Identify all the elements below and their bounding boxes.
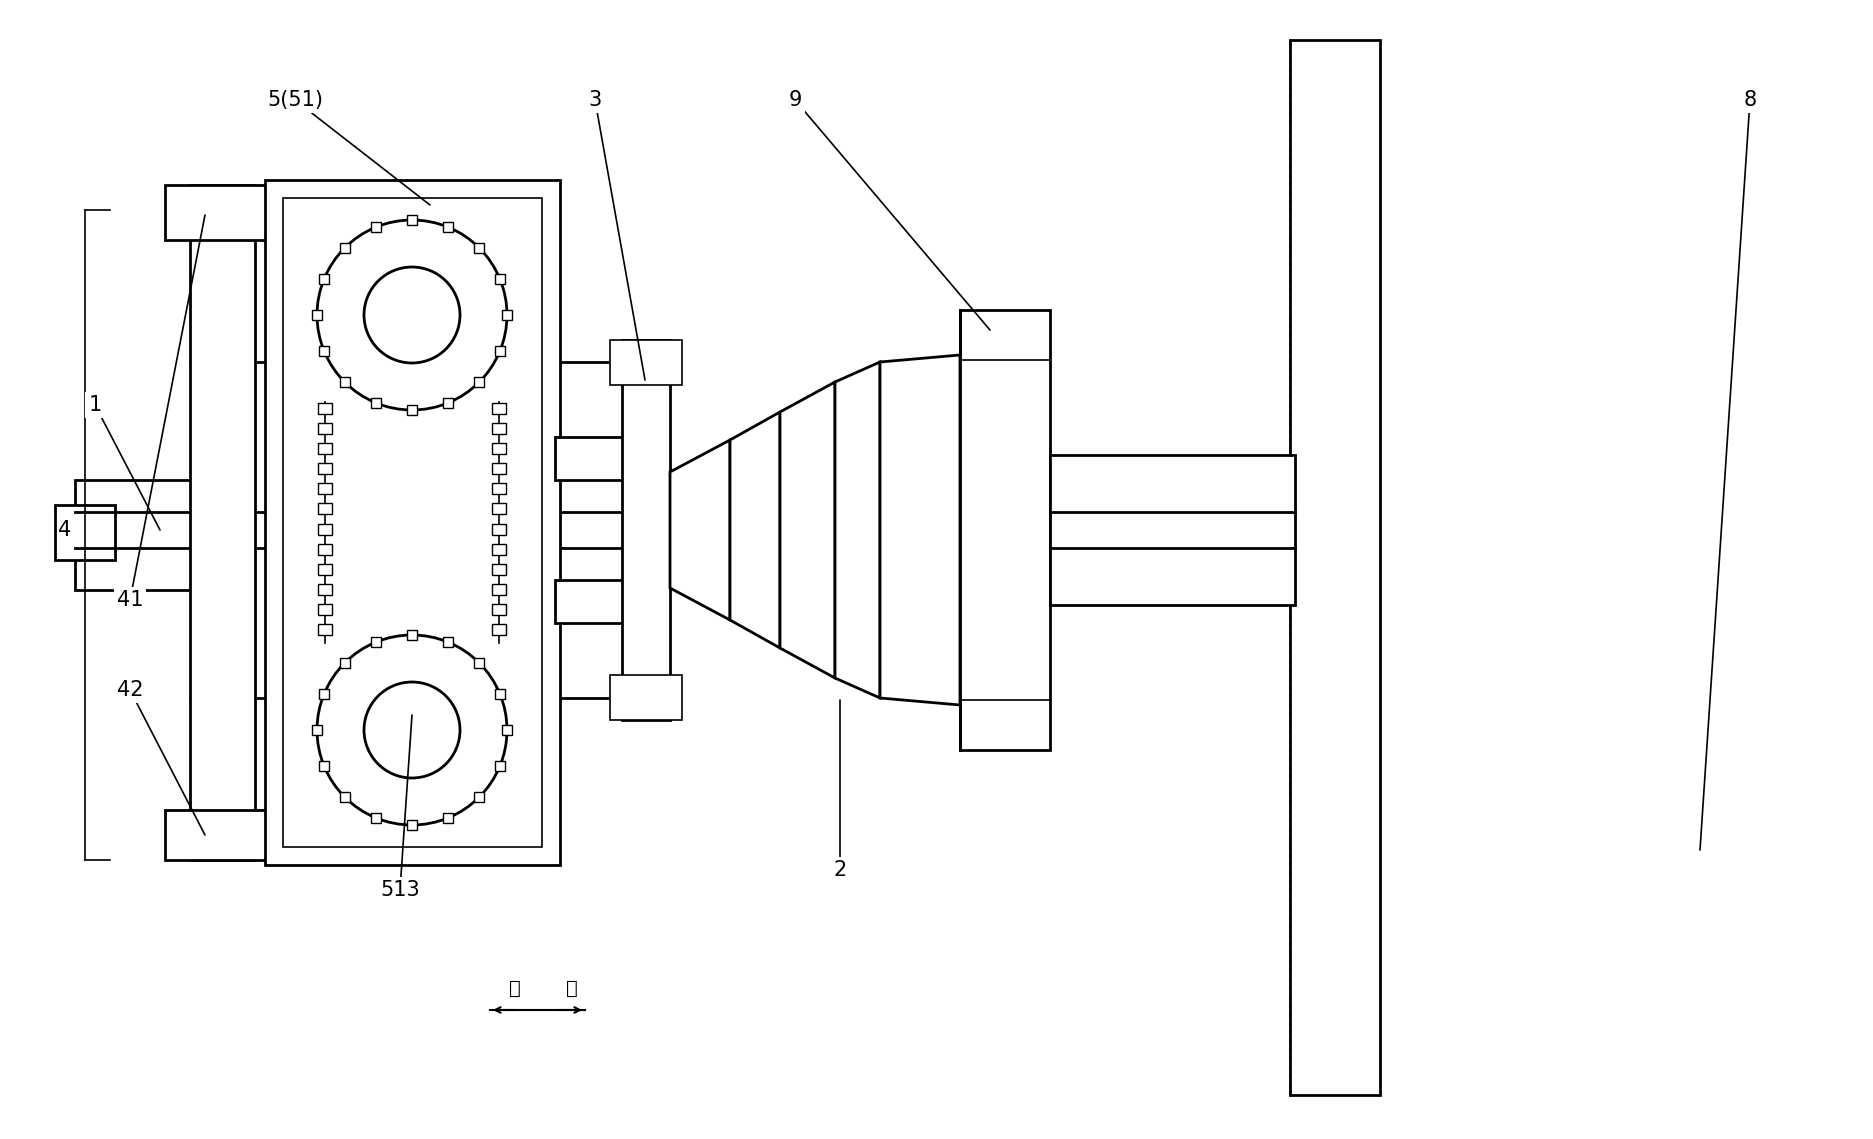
Bar: [444, 222, 453, 232]
Text: 左: 左: [509, 978, 521, 998]
Bar: [961, 310, 1051, 749]
Bar: [371, 398, 380, 408]
Bar: [318, 584, 332, 595]
Bar: [493, 443, 506, 454]
Bar: [444, 813, 453, 822]
Bar: [54, 505, 114, 560]
Bar: [493, 524, 506, 534]
Bar: [493, 564, 506, 575]
Bar: [75, 480, 195, 590]
Bar: [554, 580, 629, 623]
Bar: [1290, 40, 1380, 1095]
Bar: [339, 658, 350, 667]
Bar: [493, 604, 506, 615]
Bar: [318, 761, 330, 771]
Text: 右: 右: [566, 978, 579, 998]
Bar: [283, 198, 541, 847]
Bar: [318, 503, 332, 515]
Bar: [502, 310, 511, 320]
Bar: [1051, 454, 1294, 605]
Bar: [493, 543, 506, 555]
Polygon shape: [779, 382, 835, 678]
Bar: [371, 222, 380, 232]
Text: 42: 42: [116, 680, 204, 835]
Bar: [494, 689, 504, 698]
Bar: [474, 658, 485, 667]
Text: 2: 2: [833, 700, 847, 880]
Polygon shape: [835, 362, 880, 698]
Bar: [318, 524, 332, 534]
Text: 9: 9: [789, 90, 991, 330]
Polygon shape: [880, 355, 961, 705]
Bar: [622, 341, 671, 720]
Bar: [318, 689, 330, 698]
Bar: [313, 726, 322, 735]
Bar: [313, 310, 322, 320]
Bar: [474, 243, 485, 253]
Bar: [264, 180, 560, 865]
Text: 41: 41: [116, 215, 204, 611]
Bar: [493, 483, 506, 494]
Polygon shape: [730, 412, 779, 648]
Bar: [494, 761, 504, 771]
Bar: [318, 443, 332, 454]
Bar: [494, 346, 504, 357]
Bar: [474, 377, 485, 387]
Bar: [444, 637, 453, 647]
Text: 4: 4: [58, 521, 71, 540]
Bar: [339, 793, 350, 802]
Text: 3: 3: [588, 90, 644, 380]
Bar: [493, 624, 506, 634]
Bar: [406, 215, 418, 226]
Bar: [406, 630, 418, 640]
Bar: [406, 820, 418, 830]
Bar: [318, 423, 332, 434]
Bar: [611, 341, 682, 385]
Bar: [611, 675, 682, 720]
Bar: [502, 726, 511, 735]
Text: 1: 1: [88, 395, 159, 530]
Text: 8: 8: [1701, 90, 1757, 850]
Bar: [444, 398, 453, 408]
Bar: [189, 185, 255, 860]
Bar: [493, 423, 506, 434]
Bar: [339, 243, 350, 253]
Bar: [474, 793, 485, 802]
Bar: [554, 437, 629, 480]
Bar: [165, 810, 279, 860]
Bar: [406, 405, 418, 415]
Bar: [493, 584, 506, 595]
Bar: [318, 464, 332, 474]
Bar: [371, 813, 380, 822]
Bar: [318, 624, 332, 634]
Text: 513: 513: [380, 715, 420, 900]
Bar: [165, 185, 279, 240]
Bar: [494, 273, 504, 284]
Bar: [318, 543, 332, 555]
Bar: [339, 377, 350, 387]
Bar: [318, 346, 330, 357]
Bar: [318, 604, 332, 615]
Bar: [318, 273, 330, 284]
Text: 5(51): 5(51): [268, 90, 431, 205]
Bar: [318, 403, 332, 415]
Bar: [318, 483, 332, 494]
Bar: [493, 503, 506, 515]
Polygon shape: [671, 440, 730, 620]
Bar: [318, 564, 332, 575]
Bar: [493, 403, 506, 415]
Bar: [493, 464, 506, 474]
Bar: [371, 637, 380, 647]
